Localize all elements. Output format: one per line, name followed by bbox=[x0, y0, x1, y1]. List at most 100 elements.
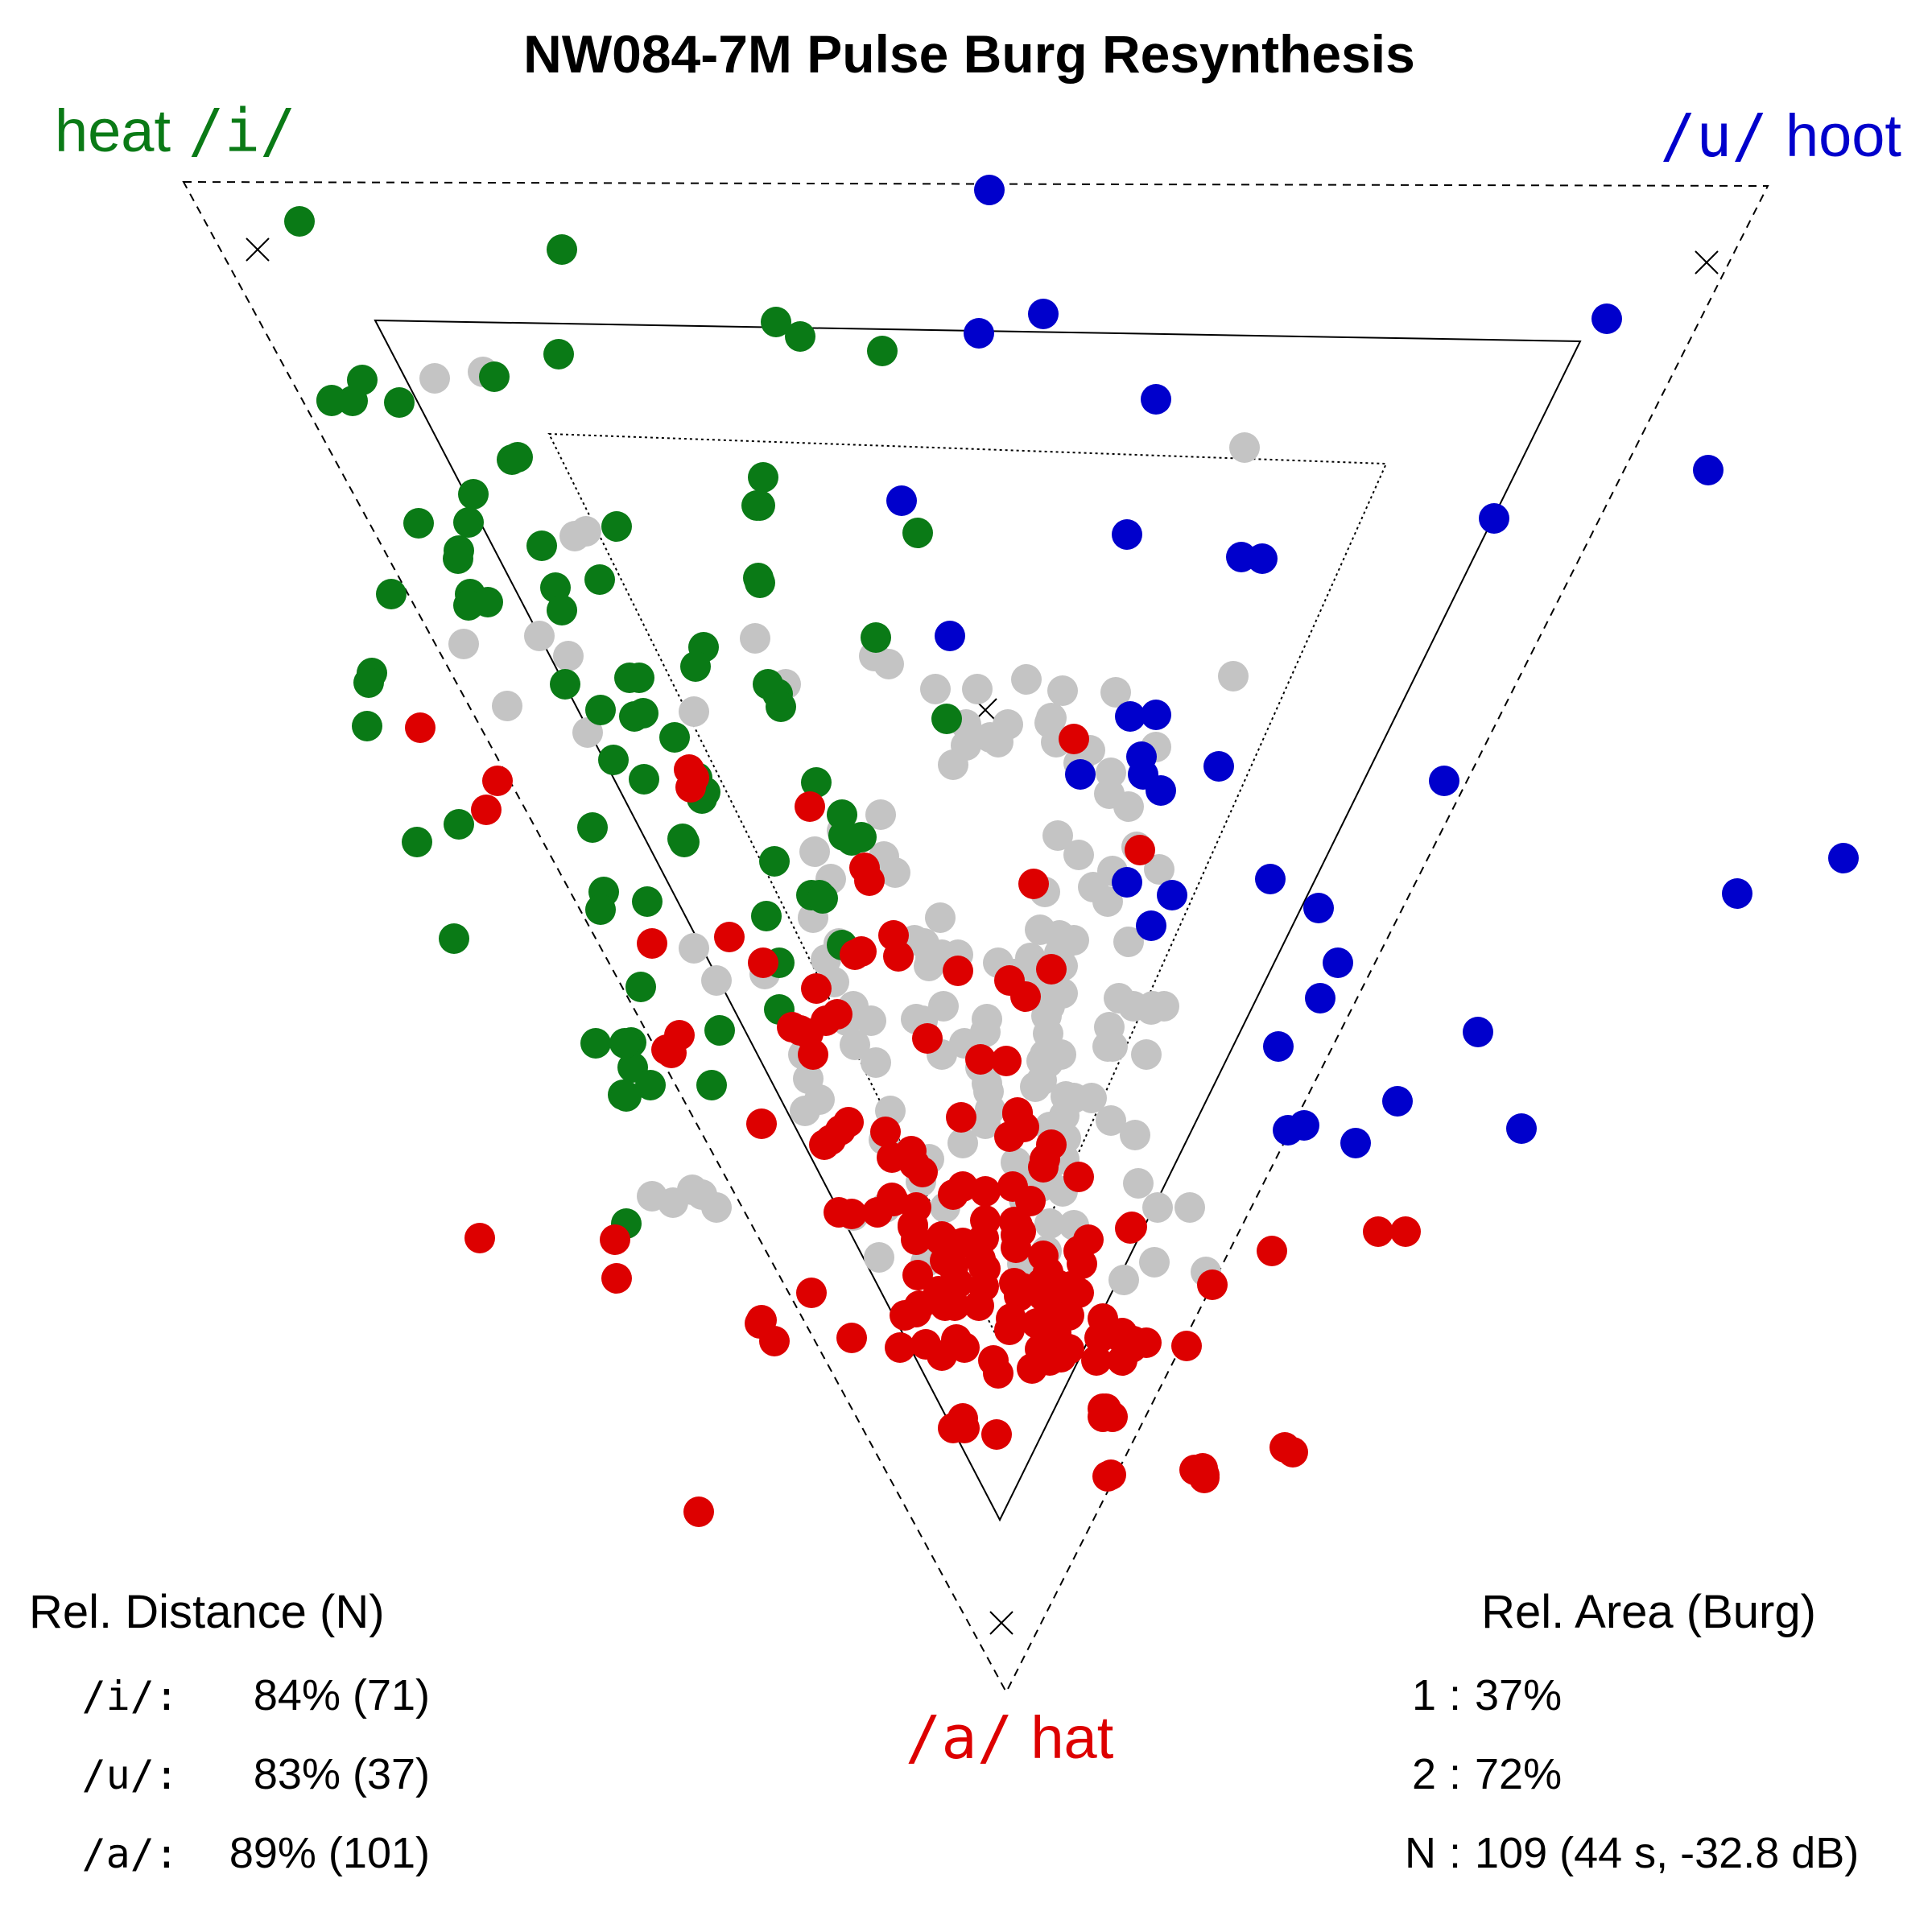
point-a-155 bbox=[1096, 1459, 1126, 1490]
point-i-8 bbox=[347, 365, 378, 395]
point-a-89 bbox=[1067, 1249, 1097, 1279]
point-u-18 bbox=[1065, 759, 1096, 790]
point-a-8 bbox=[1125, 835, 1155, 865]
point-i-65 bbox=[807, 883, 838, 914]
point-a-131 bbox=[994, 1315, 1025, 1345]
point-a-32 bbox=[798, 1039, 828, 1070]
point-a-27 bbox=[822, 999, 852, 1030]
point-i-52 bbox=[801, 767, 832, 798]
point-other-26 bbox=[951, 730, 981, 761]
point-other-136 bbox=[947, 1128, 978, 1158]
point-other-144 bbox=[701, 1192, 732, 1223]
point-u-6 bbox=[886, 485, 917, 516]
point-i-15 bbox=[458, 479, 489, 510]
point-other-95 bbox=[970, 1108, 1001, 1139]
point-other-21 bbox=[1011, 664, 1042, 695]
point-a-166 bbox=[1390, 1216, 1421, 1247]
point-a-107 bbox=[1073, 1224, 1104, 1255]
inner-dotted-triangle bbox=[547, 432, 1388, 1339]
point-a-19 bbox=[943, 956, 973, 986]
point-a-17 bbox=[846, 936, 877, 967]
point-u-5 bbox=[1693, 455, 1724, 485]
rel-area-row-1-value: 37% bbox=[1475, 1671, 1562, 1719]
point-a-170 bbox=[600, 1224, 630, 1255]
rel-distance-i-symbol: /i/: bbox=[82, 1673, 179, 1719]
point-u-12 bbox=[1115, 701, 1146, 732]
point-i-88 bbox=[669, 827, 700, 857]
point-a-179 bbox=[1097, 1402, 1128, 1432]
point-other-124 bbox=[1123, 1168, 1154, 1199]
point-a-149 bbox=[1171, 1331, 1202, 1361]
point-a-71 bbox=[836, 1199, 867, 1229]
point-other-12 bbox=[679, 696, 709, 727]
point-u-30 bbox=[1463, 1017, 1493, 1047]
cross-marker-a bbox=[989, 1611, 1013, 1635]
point-other-149 bbox=[804, 1084, 835, 1115]
vertex-u-word: hoot bbox=[1785, 102, 1901, 169]
rel-area-row-2-colon: : bbox=[1449, 1750, 1461, 1798]
point-a-34 bbox=[965, 1044, 996, 1075]
point-other-146 bbox=[840, 1030, 870, 1060]
point-other-122 bbox=[1174, 1192, 1205, 1223]
point-a-37 bbox=[946, 1102, 976, 1133]
point-other-38 bbox=[1042, 820, 1073, 851]
point-a-168 bbox=[983, 1358, 1013, 1389]
rel-distance-a-value: 89% (101) bbox=[229, 1829, 430, 1877]
rel-area-heading: Rel. Area (Burg) bbox=[1481, 1586, 1816, 1638]
rel-area-row-n-key: N bbox=[1405, 1829, 1436, 1877]
vertex-label-i: heat/i/ bbox=[55, 97, 296, 166]
point-other-153 bbox=[679, 933, 709, 964]
point-other-43 bbox=[1144, 854, 1174, 885]
point-u-9 bbox=[1247, 543, 1278, 574]
point-i-22 bbox=[444, 535, 474, 566]
point-a-13 bbox=[714, 922, 745, 952]
point-i-84 bbox=[352, 711, 382, 741]
point-a-81 bbox=[898, 1212, 928, 1242]
series-other-points bbox=[419, 357, 1260, 1295]
point-i-30 bbox=[453, 590, 484, 621]
point-i-13 bbox=[502, 442, 533, 473]
point-a-7 bbox=[1059, 724, 1089, 754]
point-u-26 bbox=[1303, 893, 1334, 923]
point-i-78 bbox=[580, 1028, 611, 1059]
point-other-17 bbox=[962, 674, 993, 704]
point-a-78 bbox=[938, 1252, 968, 1282]
point-i-27 bbox=[376, 579, 407, 609]
point-a-143 bbox=[1034, 1345, 1065, 1376]
vertex-a-word: hat bbox=[1030, 1704, 1113, 1771]
point-i-80 bbox=[611, 1081, 642, 1112]
point-a-150 bbox=[981, 1419, 1012, 1450]
point-other-107 bbox=[1034, 1208, 1065, 1239]
point-a-60 bbox=[1015, 1186, 1046, 1216]
point-i-83 bbox=[444, 809, 474, 840]
point-other-114 bbox=[1131, 1039, 1162, 1070]
point-u-27 bbox=[1323, 947, 1353, 978]
point-a-11 bbox=[854, 865, 885, 896]
point-i-31 bbox=[584, 564, 615, 595]
point-i-37 bbox=[550, 669, 580, 700]
point-a-16 bbox=[883, 941, 914, 972]
point-a-43 bbox=[870, 1117, 901, 1147]
point-i-0 bbox=[284, 206, 315, 237]
vertex-i-symbol: /i/ bbox=[188, 97, 296, 166]
point-i-39 bbox=[861, 622, 891, 653]
point-u-0 bbox=[974, 175, 1005, 205]
point-a-176 bbox=[836, 1323, 867, 1353]
rel-distance-u-symbol: /u/: bbox=[82, 1752, 179, 1798]
point-a-48 bbox=[1009, 1112, 1039, 1142]
point-i-25 bbox=[745, 568, 775, 598]
point-other-93 bbox=[1034, 991, 1065, 1022]
point-i-46 bbox=[659, 722, 690, 753]
point-i-70 bbox=[704, 1015, 735, 1046]
point-other-65 bbox=[861, 1047, 891, 1078]
point-a-51 bbox=[1028, 1152, 1059, 1183]
point-other-11 bbox=[572, 717, 603, 748]
point-a-144 bbox=[1081, 1345, 1112, 1376]
point-i-85 bbox=[353, 667, 384, 698]
point-i-10 bbox=[543, 339, 574, 369]
point-other-4 bbox=[571, 516, 601, 547]
point-other-23 bbox=[1047, 675, 1078, 706]
point-i-48 bbox=[766, 691, 796, 722]
point-other-117 bbox=[1104, 983, 1134, 1013]
point-other-109 bbox=[1120, 1120, 1150, 1150]
